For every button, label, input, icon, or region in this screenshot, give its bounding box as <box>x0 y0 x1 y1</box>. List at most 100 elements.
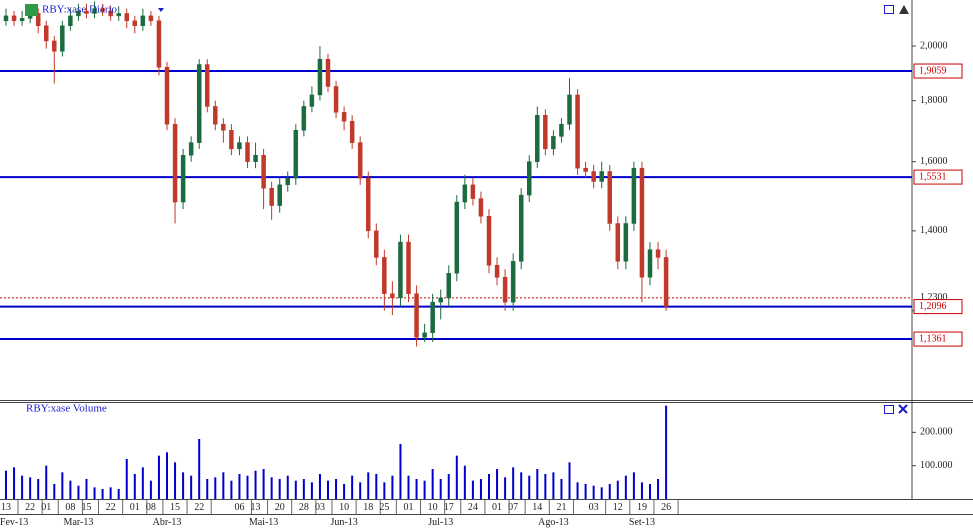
volume-bar <box>415 479 418 499</box>
candle-body <box>615 223 621 262</box>
candle-body <box>116 13 121 17</box>
maximize-button[interactable] <box>884 405 894 414</box>
y-tick-label: 200.000 <box>920 427 953 438</box>
maximize-button[interactable] <box>884 5 894 14</box>
y-tick-label: 1,8000 <box>920 95 948 106</box>
volume-bar <box>488 474 490 499</box>
candle-body <box>655 249 661 258</box>
volume-bar <box>512 467 515 499</box>
candle-body <box>639 167 645 278</box>
volume-bar <box>343 484 346 499</box>
level-label: 1,1361 <box>919 333 947 344</box>
candle-body <box>470 184 476 199</box>
volume-bar <box>536 469 539 499</box>
candle-body <box>607 171 612 224</box>
scale-button[interactable] <box>899 5 909 14</box>
volume-bar <box>69 480 72 499</box>
close-button[interactable] <box>898 404 908 414</box>
candle-body <box>398 241 403 299</box>
volume-bar <box>608 484 611 499</box>
volume-bar <box>117 489 120 499</box>
volume-bar <box>125 459 128 499</box>
volume-bar <box>21 475 24 499</box>
volume-bar <box>310 482 313 499</box>
volume-bar <box>624 475 627 499</box>
symbol-icon[interactable] <box>25 4 38 16</box>
candle-body <box>647 249 653 278</box>
candle-body <box>349 120 355 143</box>
candle-body <box>567 94 572 125</box>
level-label-box <box>913 331 963 347</box>
x-tick-label: 19 <box>637 502 647 513</box>
candle-body <box>631 167 637 224</box>
x-tick-label: 21 <box>556 502 566 513</box>
x-tick-label: 13 <box>1 502 11 513</box>
candle-body <box>551 136 556 150</box>
candle-body <box>527 161 532 196</box>
x-tick-label: 15 <box>82 502 92 513</box>
x-tick-label: 24 <box>468 502 478 513</box>
x-tick-label: 01 <box>404 502 414 513</box>
x-tick-label: 08 <box>146 502 156 513</box>
candle-body <box>269 187 274 206</box>
candle-body <box>309 94 315 107</box>
candle-body <box>623 223 629 262</box>
volume-bar <box>157 455 160 499</box>
volume-bar <box>222 472 225 499</box>
volume-bar <box>455 455 458 499</box>
candle-body <box>535 114 540 162</box>
candle-body <box>180 154 186 203</box>
candle-body <box>196 64 202 143</box>
volume-bar <box>254 470 257 499</box>
x-tick-label: 20 <box>275 502 285 513</box>
y-tick-label: 2,0000 <box>920 40 948 51</box>
volume-bar <box>584 484 587 499</box>
candle-body <box>261 154 266 189</box>
volume-bar <box>359 482 362 499</box>
volume-bar <box>616 480 619 499</box>
price-title: RBY:xase Diário <box>42 4 118 16</box>
volume-bar <box>133 474 136 499</box>
volume-bar <box>270 477 273 499</box>
candle-body <box>438 297 443 303</box>
volume-bar <box>13 467 16 499</box>
candle-body <box>325 58 331 87</box>
candle-body <box>414 293 419 338</box>
volume-bar <box>302 479 305 499</box>
candle-body <box>599 171 604 182</box>
candle-body <box>221 123 226 131</box>
candle-body <box>366 177 371 232</box>
volume-bar <box>463 465 466 499</box>
volume-bar <box>391 475 394 499</box>
volume-bar <box>592 485 595 499</box>
volume-bar <box>182 472 185 499</box>
candle-body <box>663 257 669 307</box>
volume-bar <box>327 480 329 499</box>
volume-bar <box>286 475 289 499</box>
volume-bar <box>439 479 442 499</box>
level-label: 1,2096 <box>919 301 947 312</box>
x-tick-label: 17 <box>444 502 454 513</box>
volume-bar <box>174 462 177 499</box>
candle-body <box>422 332 427 338</box>
candle-body <box>502 277 508 303</box>
title-dropdown[interactable] <box>158 8 164 12</box>
candle-body <box>317 58 323 96</box>
volume-bar <box>520 472 523 499</box>
volume-bar <box>93 487 96 499</box>
candle-body <box>3 15 9 22</box>
candle-body <box>333 86 339 113</box>
candle-body <box>494 265 500 278</box>
volume-bar <box>528 475 531 499</box>
candle-body <box>478 198 484 217</box>
volume-bar <box>246 475 249 499</box>
volume-bar <box>640 482 643 499</box>
month-label: Mar-13 <box>64 517 94 528</box>
volume-bar <box>141 467 144 499</box>
candle-body <box>374 230 379 258</box>
volume-bar <box>496 469 499 499</box>
volume-bar <box>447 474 450 499</box>
candle-body <box>156 20 162 68</box>
